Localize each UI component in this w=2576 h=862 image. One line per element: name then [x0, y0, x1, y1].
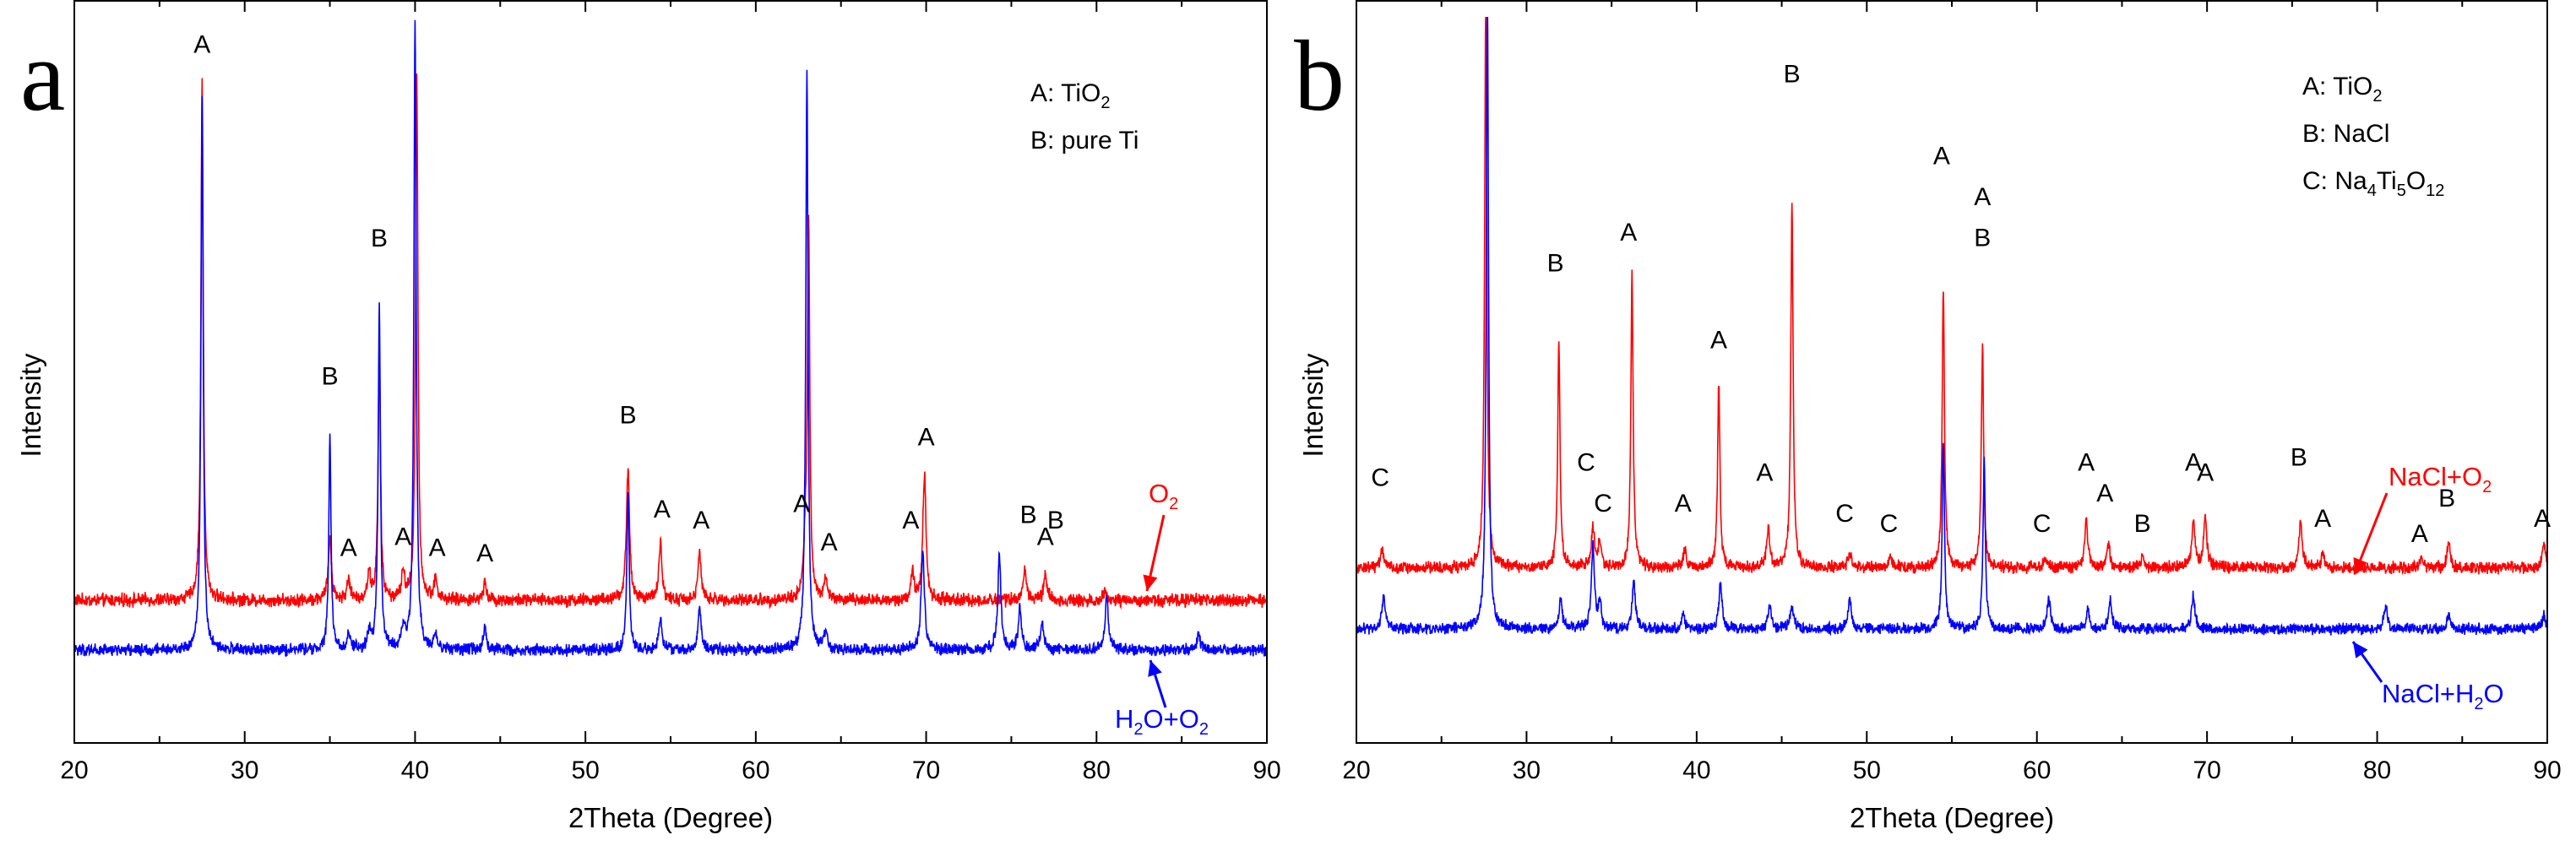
peak-label-B: B	[1784, 61, 1801, 89]
series-label: NaCl+O2	[2389, 462, 2492, 496]
plot-frame	[1356, 0, 2548, 744]
series-arrowhead	[2353, 642, 2368, 659]
peak-label-C: C	[1577, 448, 1595, 476]
peak-label-A: A	[2197, 459, 2214, 487]
series-arrowhead	[2353, 557, 2367, 574]
panel-label: b	[1294, 19, 1345, 132]
x-tick-label: 20	[1342, 756, 1370, 784]
legend-entry: C: Na4Ti5O12	[2302, 167, 2444, 200]
peak-label-B: B	[2291, 443, 2307, 471]
x-tick-label: 50	[1853, 756, 1881, 784]
x-tick-label: 90	[2533, 756, 2561, 784]
peak-label-A: A	[1675, 490, 1692, 518]
panel-b: 20 30 40 50 60 70 80 90 2Theta (Degree) Intensity…	[1294, 0, 2562, 833]
series-line-H2O+O2	[74, 19, 1267, 658]
peak-label-A: A	[340, 534, 357, 562]
peak-label-A: A	[1756, 459, 1773, 487]
peak-label-A: A	[193, 31, 210, 59]
y-axis-label: Intensity	[15, 353, 46, 457]
legend-entry: B: pure Ti	[1030, 127, 1139, 155]
peak-label-B: B	[1547, 250, 1564, 278]
peak-label-A: A	[2534, 505, 2551, 533]
x-tick-label: 70	[2193, 756, 2220, 784]
x-tick-label: 70	[912, 756, 940, 784]
peak-label-A: A	[902, 507, 919, 534]
peak-label-A: A	[2185, 448, 2202, 476]
peak-label-B: B	[322, 363, 339, 391]
x-tick-label: 50	[571, 756, 599, 784]
series-label: H2O+O2	[1115, 704, 1209, 739]
x-tick-label: 60	[742, 756, 769, 784]
peak-label-A: A	[654, 496, 671, 523]
x-tick-label: 20	[60, 756, 88, 784]
series-label: O2	[1149, 479, 1178, 513]
plot-frame	[73, 0, 1268, 744]
peak-label-A: A	[821, 529, 838, 556]
x-tick-label: 60	[2023, 756, 2051, 784]
x-axis-label: 2Theta (Degree)	[1850, 802, 2054, 833]
x-tick-label: 40	[1682, 756, 1710, 784]
x-tick-label: 90	[1253, 756, 1280, 784]
peak-label-B: B	[1020, 501, 1037, 529]
legend-entry: B: NaCl	[2302, 120, 2389, 148]
peak-label-B: B	[1047, 507, 1064, 534]
series-line-NaCl+O2	[1356, 17, 2547, 576]
peak-label-C: C	[1880, 510, 1899, 538]
series-line-NaCl+H2O	[1356, 17, 2547, 637]
peak-label-A: A	[2078, 448, 2095, 476]
peak-label-A: A	[2096, 480, 2113, 507]
peak-label-A: A	[1974, 183, 1991, 211]
x-tick-label: 40	[401, 756, 429, 784]
peak-label-A: A	[476, 539, 493, 567]
peak-label-B: B	[1974, 224, 1991, 252]
peak-label-B: B	[620, 401, 637, 429]
peak-label-A: A	[394, 523, 411, 551]
peak-label-A: A	[429, 534, 446, 562]
x-axis-label: 2Theta (Degree)	[568, 802, 773, 833]
x-tick-label: 30	[231, 756, 258, 784]
series-label: NaCl+H2O	[2382, 679, 2504, 713]
peak-label-C: C	[1594, 490, 1612, 518]
series-line-O2	[74, 73, 1267, 610]
peak-label-A: A	[2314, 505, 2331, 533]
panel-a: 20 30 40 50 60 70 80 90 2Theta (Degree) Intensity…	[15, 0, 1281, 833]
peak-label-A: A	[1710, 326, 1727, 354]
peak-label-B: B	[2438, 485, 2455, 512]
peak-label-A: A	[918, 424, 935, 452]
peak-label-B: B	[371, 225, 388, 252]
panel-label: a	[20, 19, 65, 132]
peak-label-C: C	[2033, 510, 2052, 538]
x-tick-label: 30	[1513, 756, 1541, 784]
legend-entry: A: TiO2	[1030, 79, 1110, 112]
peak-label-C: C	[1835, 500, 1854, 528]
series-arrowhead	[1148, 660, 1162, 677]
x-tick-label: 80	[2363, 756, 2391, 784]
peak-label-A: A	[1933, 142, 1950, 170]
peak-label-C: C	[1371, 464, 1389, 492]
peak-label-A: A	[793, 490, 810, 518]
peak-label-A: A	[1620, 219, 1637, 247]
y-axis-label: Intensity	[1297, 353, 1329, 457]
series-arrowhead	[1143, 574, 1158, 591]
peak-label-A: A	[693, 507, 709, 534]
peak-label-B: B	[2134, 510, 2151, 538]
legend-entry: A: TiO2	[2302, 73, 2382, 106]
peak-label-A: A	[2411, 520, 2428, 548]
x-tick-label: 80	[1083, 756, 1111, 784]
peak-label-A: A	[1037, 523, 1054, 551]
